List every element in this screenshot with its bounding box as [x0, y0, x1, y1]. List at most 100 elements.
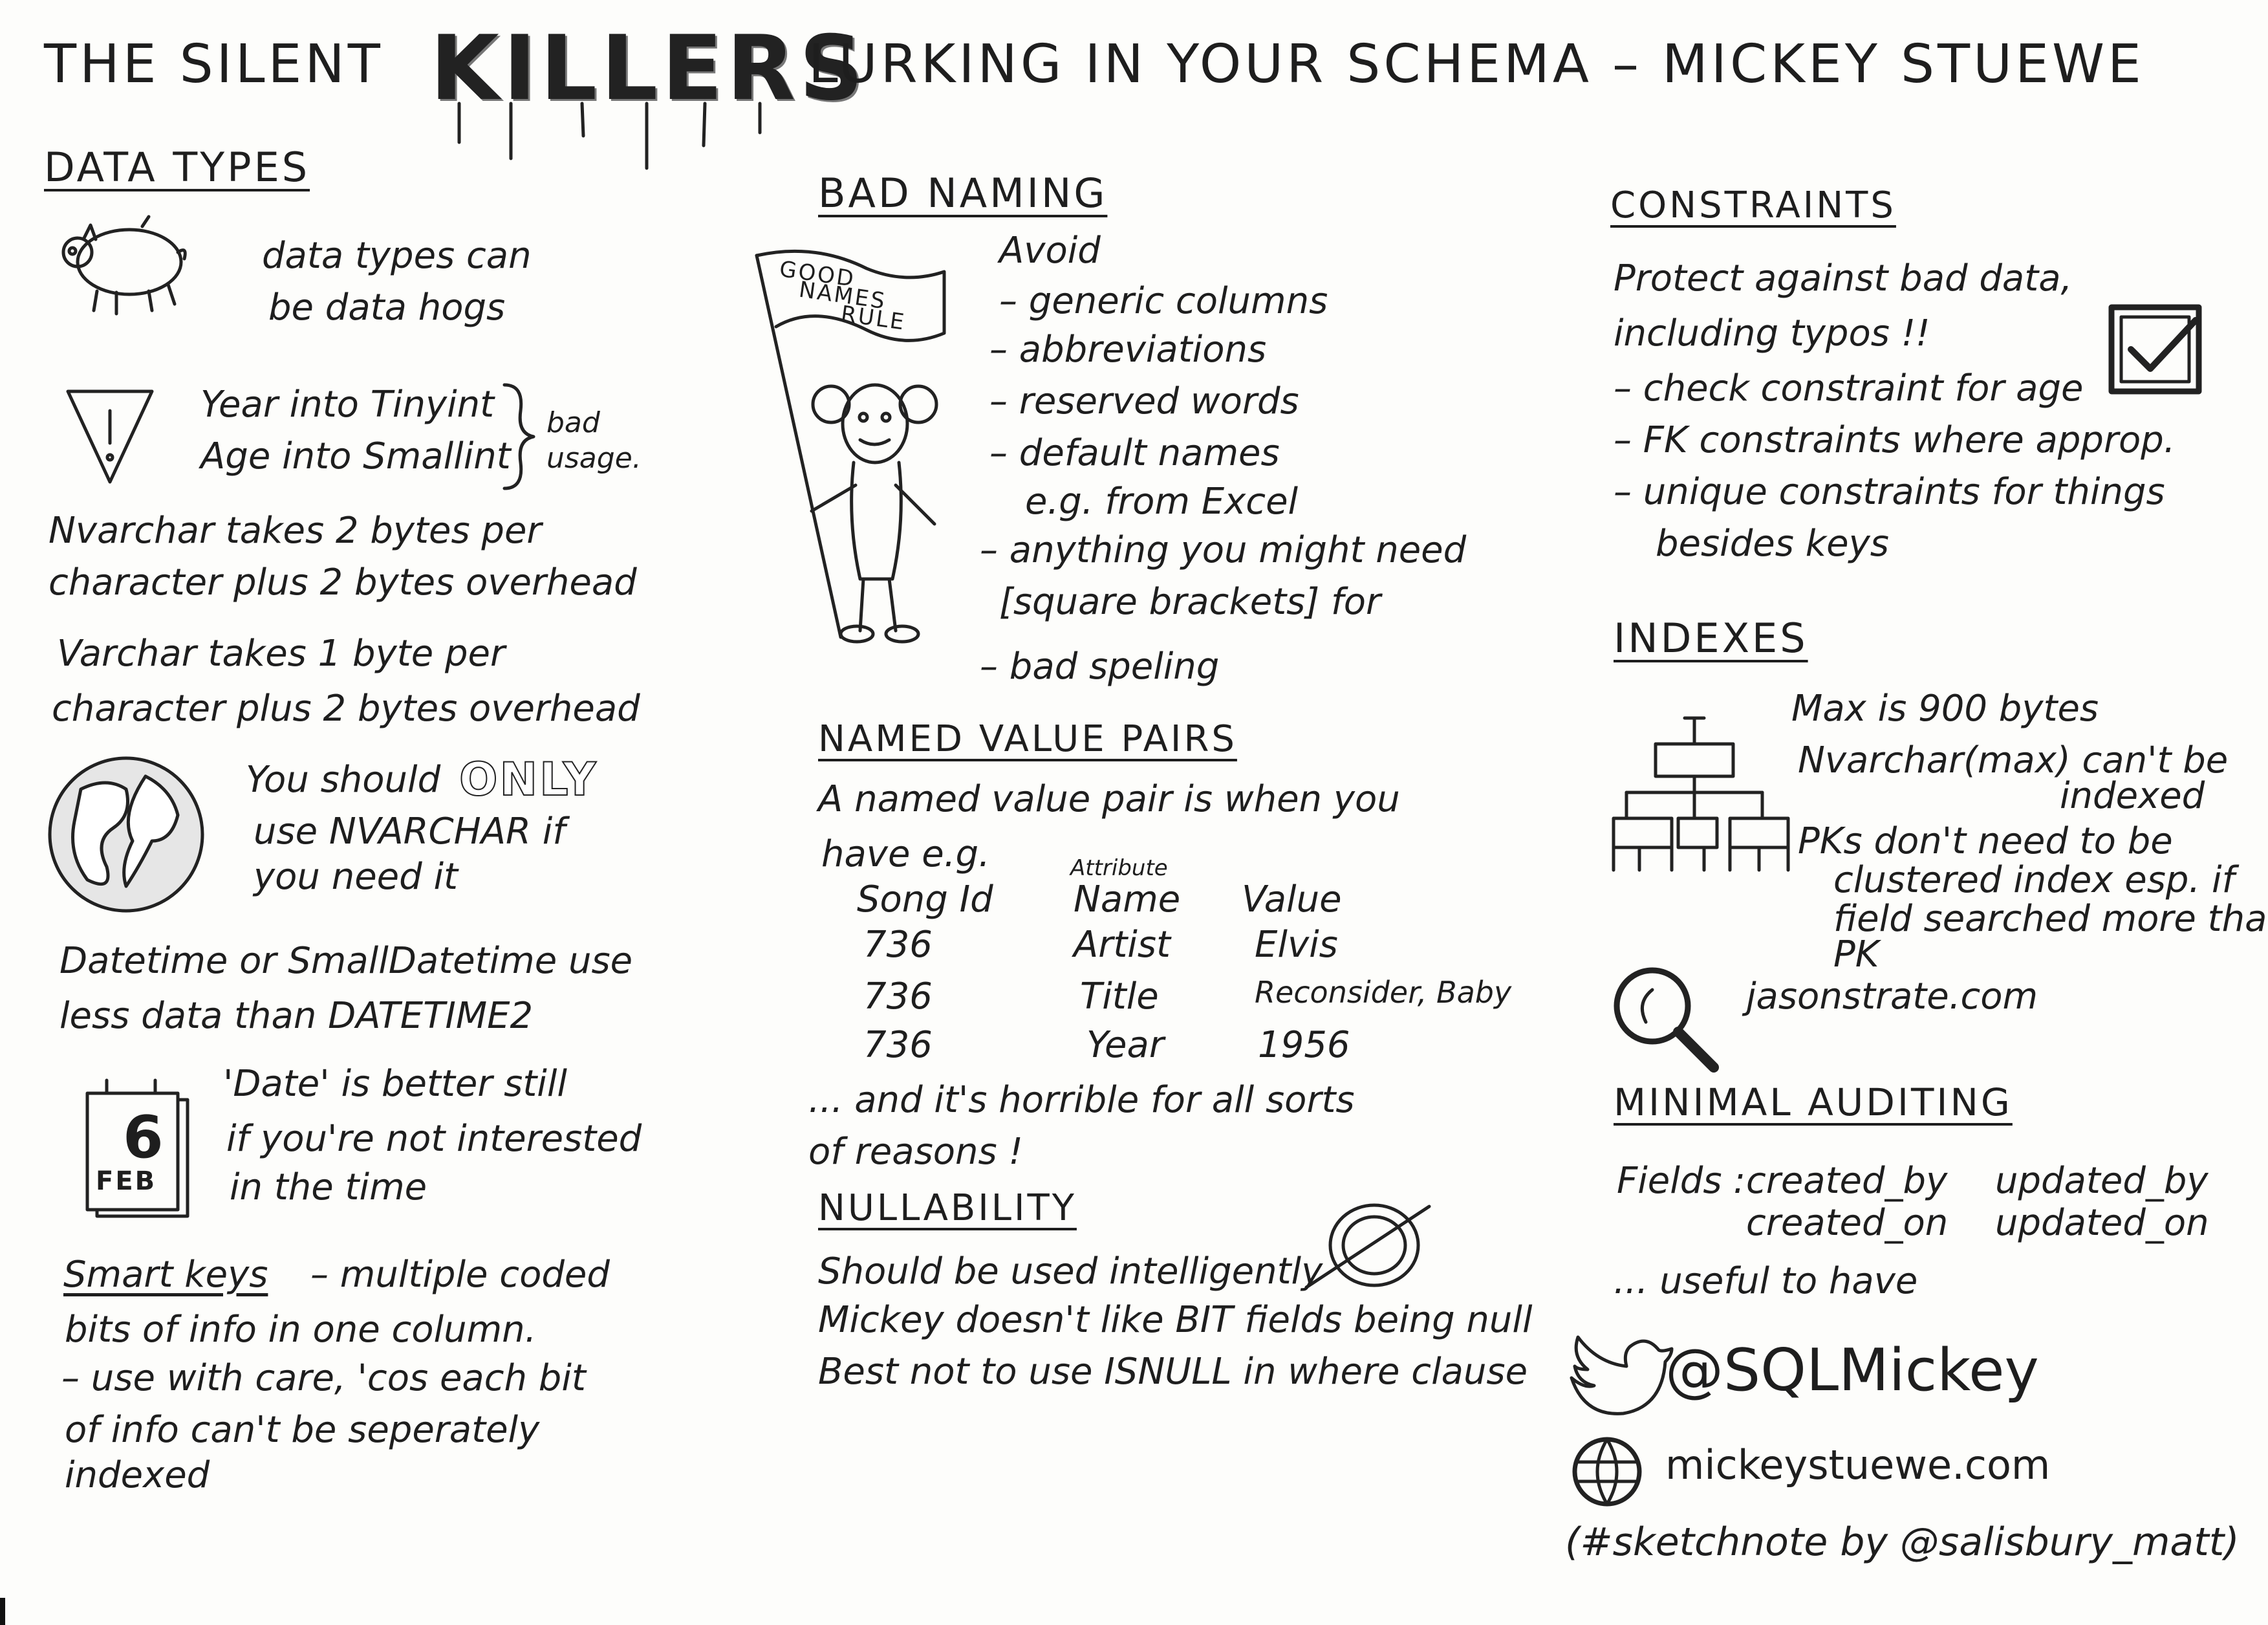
heading-minimal-auditing: MINIMAL AUDITING [1614, 1080, 2013, 1124]
heading-named-value-pairs: NAMED VALUE PAIRS [818, 718, 1237, 760]
nvp-outro-2: of reasons ! [808, 1131, 1023, 1173]
bad-naming-item-4: – default names [989, 432, 1280, 474]
twitter-bird-icon [1570, 1335, 1674, 1415]
date-line-2: if you're not interested [226, 1118, 642, 1160]
calendar-day: 6 [123, 1104, 164, 1172]
hog-line-1: data types can [262, 235, 532, 277]
auditing-field-created-on: created_on [1746, 1202, 1949, 1244]
nvp-intro-1: A named value pair is when you [818, 778, 1400, 820]
heading-indexes: INDEXES [1614, 615, 1808, 662]
nvp-intro-2: have e.g. [821, 833, 990, 875]
smart-keys-text: – multiple coded [310, 1254, 610, 1296]
brace-icon [502, 383, 535, 490]
bad-naming-item-8: – bad speling [980, 646, 1220, 688]
date-line-1: 'Date' is better still [223, 1063, 567, 1105]
bad-naming-item-7: [square brackets] for [999, 581, 1381, 623]
smart-keys-label: Smart keys [63, 1254, 268, 1296]
indexes-line-5: clustered index esp. if [1833, 859, 2235, 901]
web-globe-icon [1572, 1437, 1642, 1507]
nvp-header-name: Name [1074, 878, 1181, 921]
nvp-row2-id: 736 [863, 976, 933, 1018]
bad-naming-item-1: – generic columns [999, 280, 1328, 322]
nvp-outro-1: ... and it's horrible for all sorts [808, 1079, 1355, 1121]
heading-bad-naming: BAD NAMING [818, 169, 1108, 217]
calendar-month: FEB [96, 1166, 157, 1196]
nvp-row2-name: Title [1080, 976, 1159, 1018]
title-post: LURKING IN YOUR SCHEMA – MICKEY STUEWE [808, 34, 2144, 95]
nvp-header-value: Value [1242, 878, 1342, 921]
footer-twitter[interactable]: @SQLMickey [1665, 1336, 2039, 1404]
hog-line-2: be data hogs [268, 287, 506, 329]
constraints-line-2: including typos !! [1614, 312, 1930, 354]
varchar-line-2: character plus 2 bytes overhead [52, 688, 640, 730]
nvp-row3-name: Year [1086, 1024, 1164, 1066]
heading-nullability: NULLABILITY [818, 1187, 1077, 1229]
only-word: ONLY [459, 752, 598, 807]
nvp-row2-value: Reconsider, Baby [1255, 975, 1512, 1010]
bad-naming-item-6: – anything you might need [980, 529, 1467, 571]
auditing-field-created-by: created_by [1746, 1160, 1948, 1202]
smart-keys-line-2: bits of info in one column. [65, 1309, 537, 1351]
only-line-2: use NVARCHAR if [254, 811, 566, 853]
magnifier-icon [1614, 967, 1719, 1073]
nvp-row3-value: 1956 [1258, 1024, 1350, 1066]
indexes-line-3: indexed [2060, 775, 2205, 817]
varchar-line-1: Varchar takes 1 byte per [57, 633, 505, 675]
constraints-line-3: – check constraint for age [1614, 367, 2084, 409]
nvp-attribute-note: Attribute [1070, 855, 1168, 881]
constraints-line-1: Protect against bad data, [1614, 257, 2073, 300]
datetime-line-1: Datetime or SmallDatetime use [59, 940, 633, 982]
footer-website[interactable]: mickeystuewe.com [1665, 1441, 2051, 1489]
heading-constraints: CONSTRAINTS [1610, 184, 1896, 226]
null-symbol-icon [1304, 1203, 1431, 1289]
indexes-line-2: Nvarchar(max) can't be [1798, 739, 2229, 781]
stick-figure-icon [810, 383, 938, 644]
bad-naming-item-2: – abbreviations [989, 329, 1267, 371]
auditing-field-updated-by: updated_by [1995, 1160, 2209, 1202]
edge-mark [0, 1598, 5, 1625]
constraints-line-5: – unique constraints for things [1614, 471, 2165, 513]
bad-usage-2: usage. [546, 442, 642, 475]
nvp-row1-value: Elvis [1255, 924, 1338, 966]
title-pre: THE SILENT [44, 34, 383, 95]
auditing-field-updated-on: updated_on [1995, 1202, 2209, 1244]
date-line-3: in the time [230, 1166, 427, 1208]
only-pre: You should [246, 759, 441, 801]
nullability-line-2: Mickey doesn't like BIT fields being nul… [818, 1299, 1533, 1341]
nvp-row1-name: Artist [1074, 924, 1171, 966]
checkbox-icon [2108, 304, 2202, 395]
globe-icon [48, 756, 204, 913]
indexes-line-7: PK [1833, 933, 1879, 976]
warning-line-2: Age into Smallint [200, 435, 511, 477]
avoid-label: Avoid [999, 230, 1101, 272]
smart-keys-line-4: of info can't be seperately [65, 1409, 540, 1451]
datetime-line-2: less data than DATETIME2 [59, 995, 534, 1037]
nullability-line-1: Should be used intelligently [818, 1250, 1323, 1292]
indexes-line-4: PKs don't need to be [1798, 820, 2173, 862]
nvp-row1-id: 736 [863, 924, 933, 966]
flag-icon [755, 249, 946, 639]
indexes-link[interactable]: jasonstrate.com [1746, 976, 2038, 1018]
constraints-line-4: – FK constraints where approp. [1614, 419, 2176, 461]
nvp-header-song-id: Song Id [857, 878, 993, 921]
warning-icon [66, 389, 154, 484]
auditing-fields-label: Fields : [1617, 1160, 1746, 1202]
drip-decoration [457, 102, 762, 170]
bad-naming-item-5: e.g. from Excel [1025, 481, 1299, 523]
bad-usage-1: bad [546, 406, 600, 439]
nullability-line-3: Best not to use ISNULL in where clause [818, 1351, 1528, 1393]
bad-naming-item-3: – reserved words [989, 380, 1299, 422]
auditing-outro: ... useful to have [1614, 1260, 1918, 1302]
pig-icon [61, 215, 187, 316]
nvarchar-line-1: Nvarchar takes 2 bytes per [49, 510, 542, 552]
calendar-icon [85, 1078, 189, 1218]
nvp-row3-id: 736 [863, 1024, 933, 1066]
only-line-3: you need it [254, 856, 458, 898]
tree-icon [1612, 716, 1790, 872]
constraints-line-6: besides keys [1656, 523, 1889, 565]
warning-line-1: Year into Tinyint [200, 384, 495, 426]
footer-credit: (#sketchnote by @salisbury_matt) [1565, 1520, 2240, 1565]
indexes-line-1: Max is 900 bytes [1791, 688, 2099, 730]
nvarchar-line-2: character plus 2 bytes overhead [49, 562, 637, 604]
smart-keys-line-5: indexed [65, 1454, 210, 1496]
